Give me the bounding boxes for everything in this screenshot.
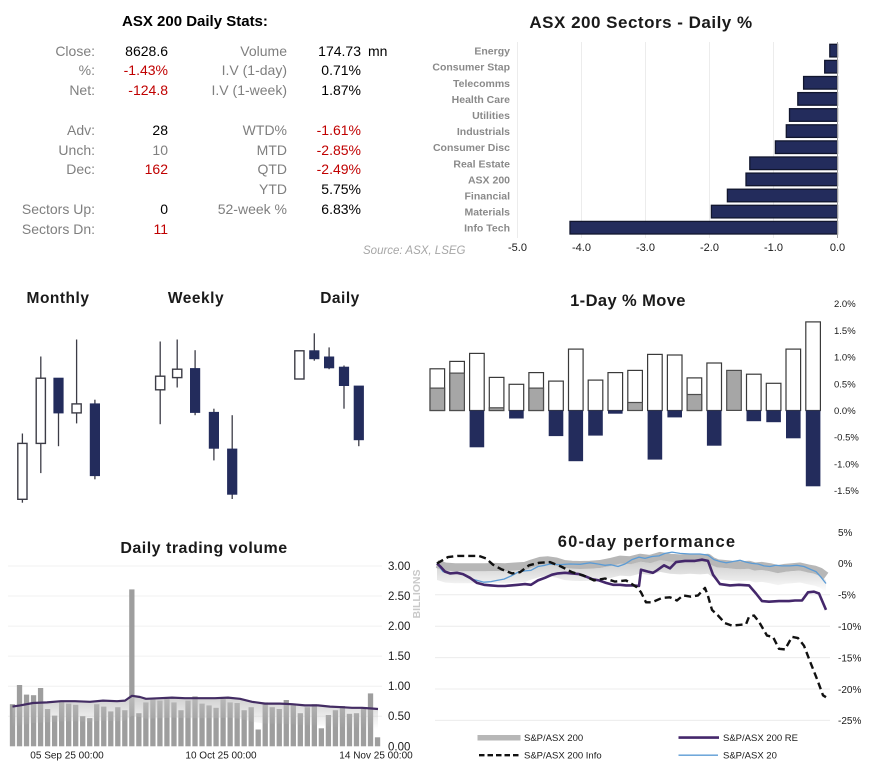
- svg-text:14 Nov 25 00:00: 14 Nov 25 00:00: [339, 751, 413, 762]
- svg-text:Financial: Financial: [464, 191, 510, 203]
- svg-text:Real Estate: Real Estate: [453, 158, 510, 170]
- svg-text:S&P/ASX 200 Info: S&P/ASX 200 Info: [524, 751, 602, 762]
- svg-text:Consumer Stap: Consumer Stap: [432, 62, 510, 74]
- svg-text:1.5%: 1.5%: [834, 326, 856, 337]
- svg-text:05 Sep 25 00:00: 05 Sep 25 00:00: [30, 751, 104, 762]
- svg-text:Weekly: Weekly: [168, 290, 224, 307]
- svg-text:Health Care: Health Care: [452, 94, 511, 106]
- svg-text:Daily trading volume: Daily trading volume: [120, 540, 287, 557]
- svg-text:0.0: 0.0: [830, 242, 845, 254]
- svg-text:5%: 5%: [838, 528, 853, 539]
- svg-text:2.50: 2.50: [388, 591, 410, 603]
- svg-text:Consumer Disc: Consumer Disc: [433, 142, 510, 154]
- svg-text:Monthly: Monthly: [27, 290, 90, 307]
- svg-text:-4.0: -4.0: [572, 242, 591, 254]
- svg-text:-10%: -10%: [838, 622, 861, 633]
- svg-text:1.50: 1.50: [388, 651, 410, 663]
- svg-text:Info Tech: Info Tech: [464, 223, 510, 235]
- svg-text:-1.0: -1.0: [764, 242, 783, 254]
- svg-text:0.0%: 0.0%: [834, 406, 856, 417]
- svg-text:Materials: Materials: [464, 207, 510, 219]
- svg-text:Industrials: Industrials: [457, 126, 510, 138]
- svg-text:-20%: -20%: [838, 685, 861, 696]
- svg-text:-2.0: -2.0: [700, 242, 719, 254]
- svg-text:ASX 200: ASX 200: [468, 174, 510, 186]
- svg-text:-1.0%: -1.0%: [834, 459, 859, 470]
- svg-text:2.00: 2.00: [388, 621, 410, 633]
- svg-text:-25%: -25%: [838, 716, 861, 727]
- svg-text:-5%: -5%: [838, 591, 856, 602]
- svg-text:3.00: 3.00: [388, 561, 410, 573]
- svg-text:Telecomms: Telecomms: [453, 78, 510, 90]
- svg-text:0.5%: 0.5%: [834, 379, 856, 390]
- svg-text:60-day performance: 60-day performance: [558, 533, 736, 551]
- svg-text:1.00: 1.00: [388, 681, 410, 693]
- svg-text:-1.5%: -1.5%: [834, 486, 859, 497]
- svg-text:2.0%: 2.0%: [834, 299, 856, 310]
- svg-text:-3.0: -3.0: [636, 242, 655, 254]
- svg-text:BILLIONS: BILLIONS: [411, 570, 423, 619]
- svg-text:-5.0: -5.0: [508, 242, 527, 254]
- svg-text:1.0%: 1.0%: [834, 353, 856, 364]
- svg-text:0.00: 0.00: [388, 741, 410, 753]
- svg-text:0%: 0%: [838, 559, 853, 570]
- svg-text:-0.5%: -0.5%: [834, 433, 859, 444]
- svg-text:Utilities: Utilities: [472, 110, 510, 122]
- svg-text:S&P/ASX 200: S&P/ASX 200: [524, 733, 583, 744]
- svg-text:10 Oct 25 00:00: 10 Oct 25 00:00: [185, 751, 257, 762]
- svg-text:ASX 200 Sectors - Daily %: ASX 200 Sectors - Daily %: [529, 13, 752, 32]
- svg-text:-15%: -15%: [838, 653, 861, 664]
- svg-text:S&P/ASX 20: S&P/ASX 20: [723, 751, 777, 762]
- svg-text:1-Day % Move: 1-Day % Move: [570, 292, 686, 310]
- svg-text:Daily: Daily: [320, 290, 360, 307]
- svg-text:0.50: 0.50: [388, 711, 410, 723]
- svg-text:S&P/ASX 200 RE: S&P/ASX 200 RE: [723, 733, 798, 744]
- svg-text:Energy: Energy: [474, 46, 510, 58]
